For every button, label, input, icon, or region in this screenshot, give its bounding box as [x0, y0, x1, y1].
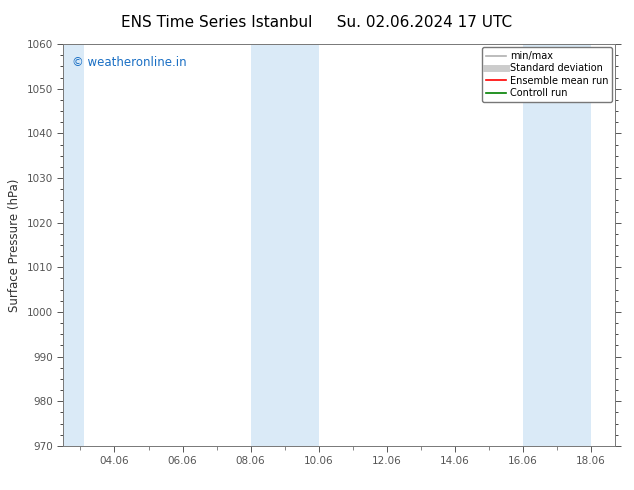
Legend: min/max, Standard deviation, Ensemble mean run, Controll run: min/max, Standard deviation, Ensemble me… [482, 47, 612, 102]
Text: © weatheronline.in: © weatheronline.in [72, 56, 186, 69]
Text: ENS Time Series Istanbul     Su. 02.06.2024 17 UTC: ENS Time Series Istanbul Su. 02.06.2024 … [122, 15, 512, 30]
Bar [523, 44, 591, 446]
Bar [63, 44, 84, 446]
Y-axis label: Surface Pressure (hPa): Surface Pressure (hPa) [8, 178, 21, 312]
Bar [250, 44, 319, 446]
